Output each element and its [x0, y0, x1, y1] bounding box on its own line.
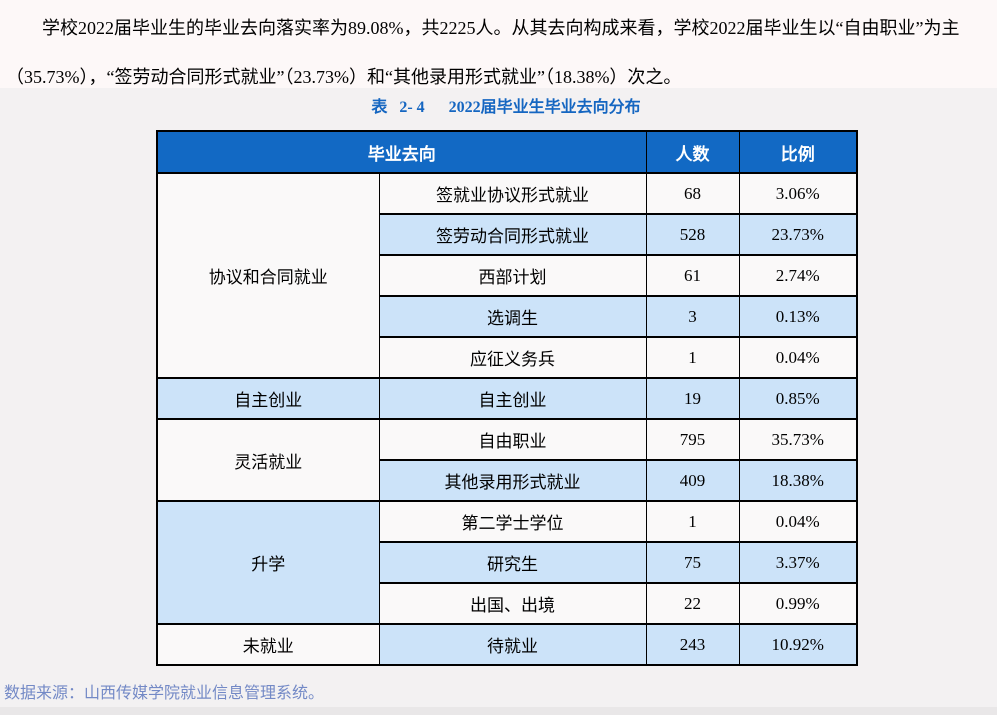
count-cell: 1: [645, 500, 740, 543]
table-row: 其他录用形式就业 409 18.38%: [157, 459, 858, 502]
count-cell: 19: [645, 377, 740, 420]
ratio-cell: 2.74%: [738, 254, 858, 297]
label-cell: 自由职业: [378, 418, 647, 461]
table-row: 出国、出境 22 0.99%: [157, 582, 858, 625]
table-header-row: 毕业去向 人数 比例: [156, 130, 858, 174]
group-cell: 灵活就业: [156, 418, 380, 502]
label-cell: 研究生: [378, 541, 647, 584]
intro-paragraph: 学校2022届毕业生的毕业去向落实率为89.08%，共2225人。从其去向构成来…: [6, 18, 960, 87]
count-cell: 795: [645, 418, 740, 461]
bottom-divider: [0, 707, 997, 715]
label-cell: 其他录用形式就业: [378, 459, 647, 502]
count-cell: 75: [645, 541, 740, 584]
table-row: 研究生 75 3.37%: [157, 541, 858, 584]
ratio-cell: 0.99%: [738, 582, 858, 625]
count-cell: 61: [645, 254, 740, 297]
table-row: 应征义务兵 1 0.04%: [157, 336, 858, 379]
table-row: 协议和合同就业 签就业协议形式就业 68 3.06%: [156, 172, 858, 379]
count-cell: 1: [645, 336, 740, 379]
table-row: 选调生 3 0.13%: [157, 295, 858, 338]
count-cell: 528: [645, 213, 740, 256]
table-row: 签劳动合同形式就业 528 23.73%: [157, 213, 858, 256]
label-cell: 应征义务兵: [378, 336, 647, 379]
label-cell: 签劳动合同形式就业: [378, 213, 647, 256]
group-cell: 未就业: [156, 623, 380, 666]
count-cell: 68: [645, 172, 740, 215]
table-caption: 表 2- 4 2022届毕业生毕业去向分布: [371, 99, 641, 116]
label-cell: 选调生: [378, 295, 647, 338]
ratio-cell: 18.38%: [738, 459, 858, 502]
table-row: 灵活就业 自由职业 795 35.73%: [156, 418, 858, 502]
label-cell: 出国、出境: [378, 582, 647, 625]
ratio-cell: 35.73%: [738, 418, 858, 461]
ratio-cell: 3.06%: [738, 172, 858, 215]
count-cell: 3: [645, 295, 740, 338]
count-cell: 22: [645, 582, 740, 625]
label-cell: 自主创业: [378, 377, 647, 420]
ratio-cell: 10.92%: [738, 623, 858, 666]
table-row: 西部计划 61 2.74%: [157, 254, 858, 297]
header-destination: 毕业去向: [156, 130, 647, 174]
ratio-cell: 0.04%: [738, 500, 858, 543]
count-cell: 243: [645, 623, 740, 666]
label-cell: 西部计划: [378, 254, 647, 297]
group-cell: 协议和合同就业: [156, 172, 380, 379]
label-cell: 第二学士学位: [378, 500, 647, 543]
ratio-cell: 3.37%: [738, 541, 858, 584]
header-ratio: 比例: [738, 130, 858, 174]
ratio-cell: 23.73%: [738, 213, 858, 256]
count-cell: 409: [645, 459, 740, 502]
table-row: 升学 第二学士学位 1 0.04%: [156, 500, 858, 625]
label-cell: 待就业: [378, 623, 647, 666]
intro-section: 学校2022届毕业生的毕业去向落实率为89.08%，共2225人。从其去向构成来…: [0, 0, 997, 88]
ratio-cell: 0.85%: [738, 377, 858, 420]
group-cell: 自主创业: [156, 377, 380, 420]
ratio-cell: 0.13%: [738, 295, 858, 338]
graduate-destination-table: 毕业去向 人数 比例 协议和合同就业 签就业协议形式就业 68 3.06% 签劳…: [156, 130, 858, 666]
table-row: 自主创业 自主创业 19 0.85%: [156, 377, 858, 420]
label-cell: 签就业协议形式就业: [378, 172, 647, 215]
table-row: 未就业 待就业 243 10.92%: [156, 623, 858, 666]
group-cell: 升学: [156, 500, 380, 625]
header-count: 人数: [645, 130, 740, 174]
ratio-cell: 0.04%: [738, 336, 858, 379]
data-source-note: 数据来源：山西传媒学院就业信息管理系统。: [4, 685, 325, 702]
